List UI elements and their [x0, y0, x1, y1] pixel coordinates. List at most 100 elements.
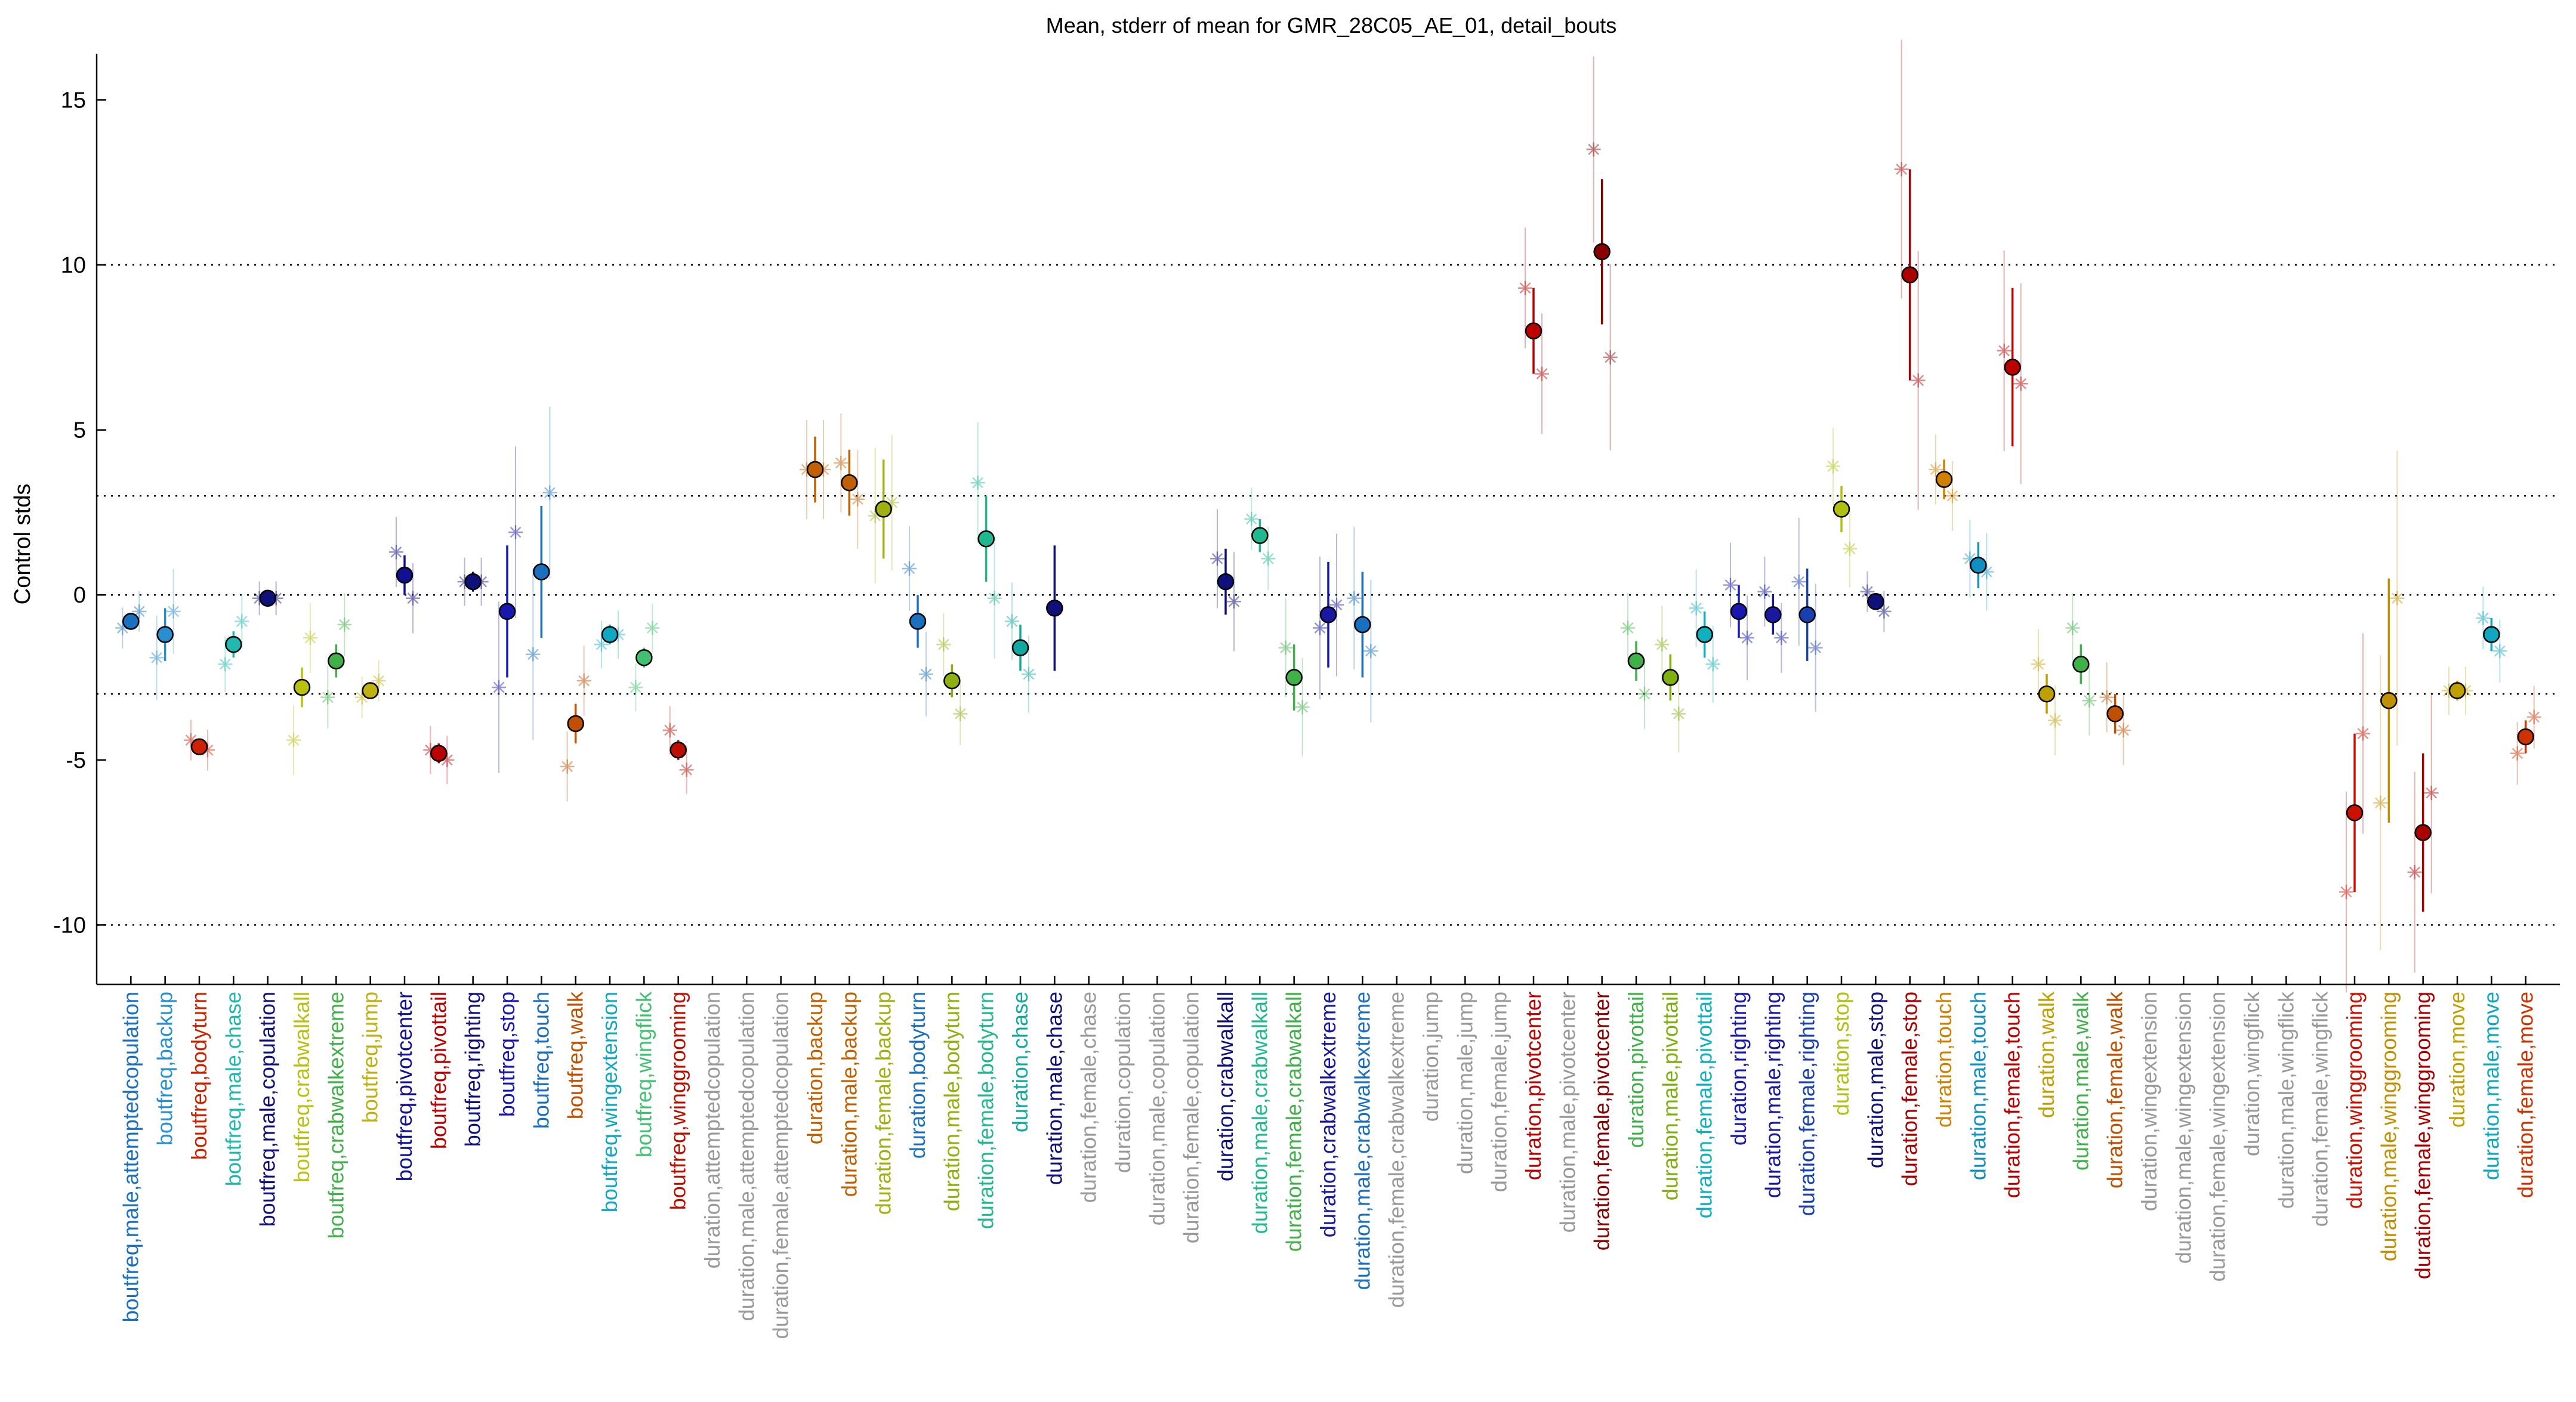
category-marks [1586, 56, 1618, 450]
mean-point [943, 672, 961, 690]
mean-point [875, 501, 892, 518]
x-tick-label: boutfreq,walk [563, 991, 588, 1119]
category-marks [2476, 586, 2507, 683]
category-marks [1894, 39, 1926, 510]
category-marks [1621, 592, 1652, 729]
category-marks [184, 719, 215, 771]
x-tick-label: duration,male,move [2479, 992, 2503, 1180]
category-marks [1210, 509, 1241, 651]
x-tick-label: duration,female,move [2513, 992, 2538, 1198]
category-marks [320, 593, 352, 729]
x-tick-label: duration,male,wingextension [2171, 992, 2195, 1264]
x-tick-label: duration,female,wingextension [2205, 992, 2230, 1281]
individual-star-marker [1757, 584, 1772, 599]
individual-star-marker [2510, 746, 2525, 761]
individual-star-marker [508, 525, 523, 540]
individual-star-marker [1740, 631, 1754, 646]
individual-star-marker [1261, 551, 1276, 566]
individual-star-marker [1723, 578, 1738, 592]
category-marks [1757, 557, 1789, 673]
individual-star-marker [1774, 631, 1789, 646]
mean-point [362, 682, 379, 699]
x-tick-label: boutfreq,wingextension [597, 992, 622, 1212]
individual-star-marker [1911, 373, 1926, 388]
individual-star-marker [1210, 551, 1224, 566]
individual-star-marker [492, 680, 506, 695]
individual-star-marker [2407, 864, 2422, 879]
individual-star-marker [2048, 713, 2062, 728]
x-tick-label: duration,female,jump [1487, 992, 1511, 1192]
category-marks [2099, 662, 2131, 765]
individual-star-marker [2356, 726, 2370, 741]
individual-star-marker [1894, 162, 1909, 177]
category-marks [115, 591, 147, 648]
x-tick-label: duration,female,touch [2000, 992, 2025, 1198]
y-tick-label: 10 [61, 253, 86, 278]
mean-point [1627, 652, 1645, 670]
category-marks [902, 526, 933, 717]
individual-star-marker [1005, 614, 1019, 629]
x-tick-label: boutfreq,backup [153, 992, 177, 1145]
category-marks [1278, 598, 1310, 757]
individual-star-marker [1979, 564, 1994, 579]
individual-star-marker [440, 752, 455, 767]
category-marks [936, 613, 968, 745]
mean-point [1354, 616, 1371, 634]
x-tick-label: duration,pivottail [1624, 992, 1648, 1148]
category-marks [2031, 629, 2062, 756]
mean-point [2380, 692, 2398, 709]
mean-point [1285, 669, 1303, 686]
category-marks [1791, 517, 1823, 712]
individual-star-marker [235, 614, 249, 629]
category-marks [526, 406, 557, 740]
category-marks [457, 557, 489, 606]
category-marks [149, 569, 181, 700]
individual-star-marker [1329, 597, 1344, 612]
individual-star-marker [902, 561, 917, 576]
x-tick-label: duration,winggrooming [2342, 992, 2367, 1209]
mean-point [1696, 626, 1713, 643]
mean-point [2517, 728, 2534, 746]
x-tick-label: duration,copulation [1110, 992, 1135, 1173]
individual-star-marker [2339, 885, 2353, 900]
individual-star-marker [286, 733, 301, 748]
individual-star-marker [1227, 594, 1241, 609]
x-tick-label: duration,male,touch [1966, 992, 1990, 1180]
y-tick-label: -5 [66, 748, 86, 773]
x-tick-label: duration,female,crabwalkextreme [1384, 992, 1409, 1308]
category-marks [1929, 434, 1960, 531]
individual-star-marker [1963, 551, 1977, 566]
x-tick-label: duration,male,walk [2068, 991, 2093, 1171]
individual-star-marker [1997, 343, 2012, 358]
mean-point [567, 715, 584, 733]
x-tick-label: duration,male,copulation [1144, 992, 1169, 1225]
mean-point [533, 563, 550, 580]
category-marks [1689, 569, 1720, 703]
individual-star-marker [371, 674, 386, 688]
individual-star-marker [423, 743, 438, 758]
x-tick-label: boutfreq,wingflick [631, 991, 656, 1157]
mean-point [601, 626, 619, 643]
x-tick-label: duration,attemptedcopulation [700, 992, 724, 1268]
mean-point [498, 603, 516, 620]
category-marks [2407, 692, 2439, 973]
individual-star-marker [1705, 657, 1720, 672]
category-marks [1347, 527, 1378, 722]
mean-point [1593, 243, 1611, 261]
mean-point [1046, 600, 1063, 617]
x-tick-label: duration,female,bodyturn [974, 992, 998, 1229]
x-tick-label: boutfreq,jump [358, 992, 382, 1123]
category-marks [423, 725, 455, 785]
x-tick-label: duration,female,attemptedcopulation [769, 992, 793, 1339]
mean-point [841, 474, 858, 492]
individual-star-marker [184, 733, 198, 748]
x-tick-label: boutfreq,righting [461, 992, 485, 1147]
x-tick-label: boutfreq,male,attemptedcopulation [118, 992, 143, 1322]
x-tick-label: duration,touch [1932, 992, 1956, 1128]
x-tick-label: duration,female,backup [871, 992, 896, 1215]
individual-star-marker [1603, 350, 1618, 365]
mean-point [2414, 824, 2432, 841]
y-tick-label: 15 [61, 88, 86, 113]
individual-star-marker [953, 706, 968, 721]
